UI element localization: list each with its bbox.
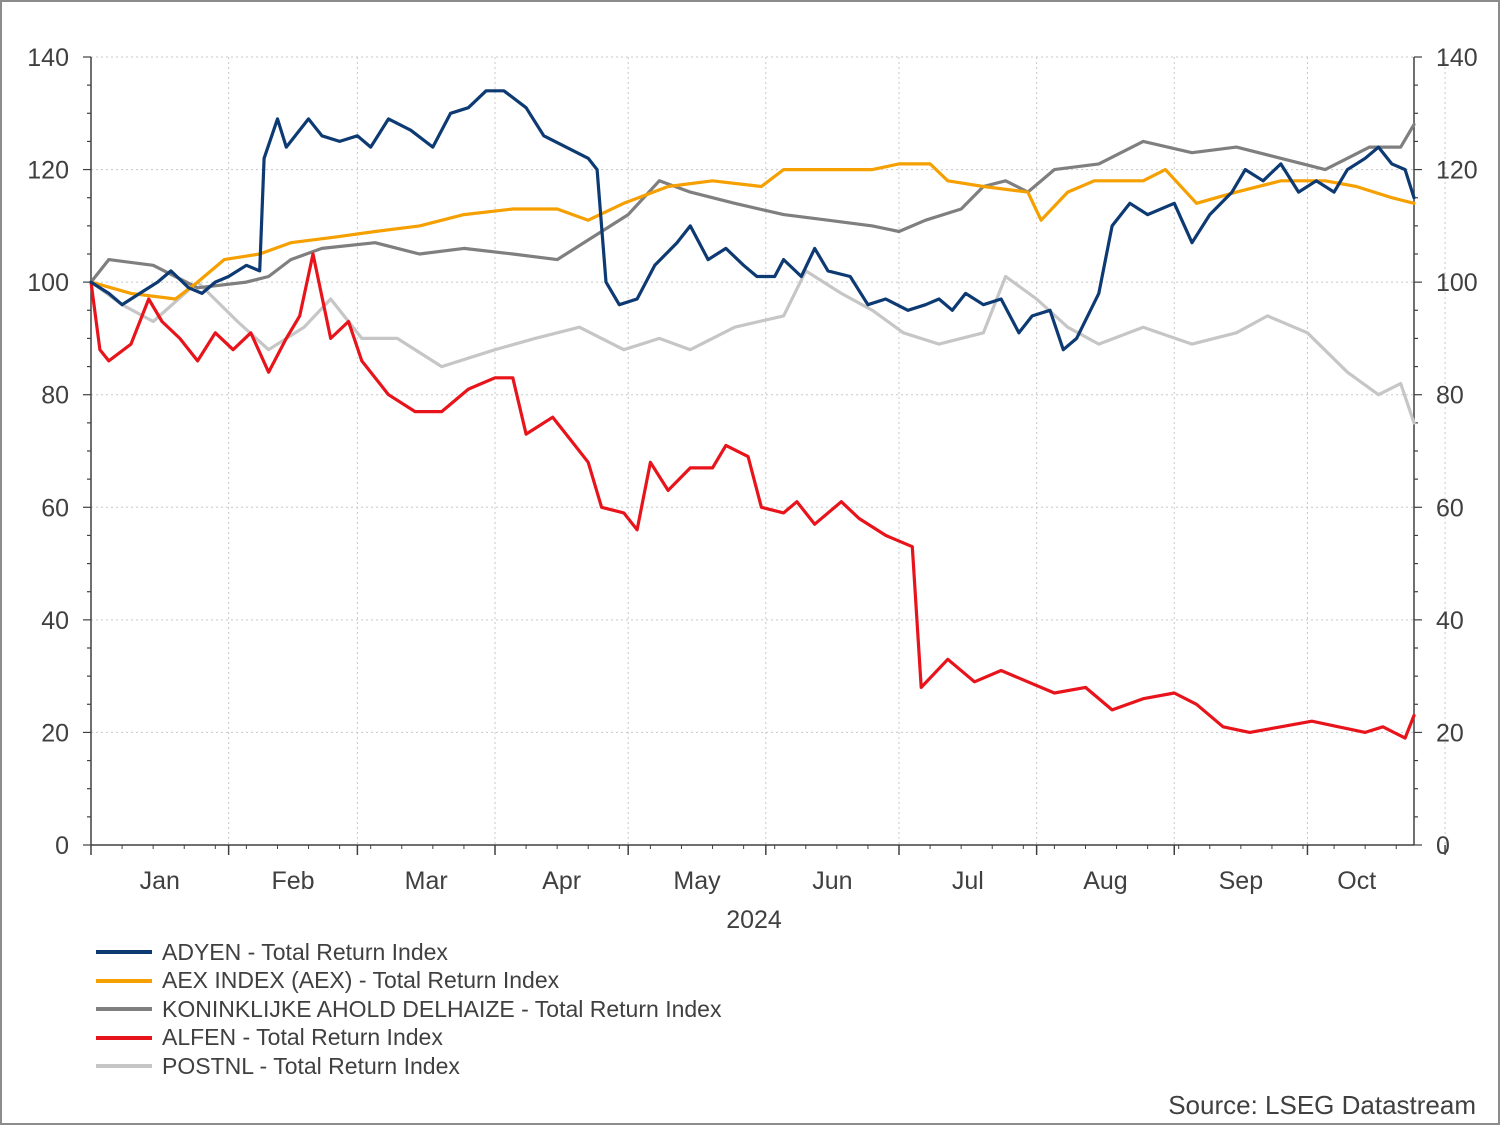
- legend-label: POSTNL - Total Return Index: [162, 1052, 460, 1079]
- tick-labels: 0 0 20 20 40 40 60 60 80 80 100 100 120 120 140 140 Jan F…: [27, 44, 1477, 934]
- y-tick-label-right: 140: [1436, 44, 1478, 72]
- x-tick-label: Jun: [812, 867, 852, 895]
- y-tick-label-right: 40: [1436, 607, 1464, 635]
- x-tick-label: Sep: [1219, 867, 1263, 895]
- x-year-label: 2024: [726, 906, 782, 934]
- legend-item: ADYEN - Total Return Index: [96, 938, 721, 967]
- legend-item: POSTNL - Total Return Index: [96, 1052, 721, 1081]
- legend-label: AEX INDEX (AEX) - Total Return Index: [162, 967, 560, 994]
- x-tick-label: May: [673, 867, 721, 895]
- legend-swatch: [96, 1035, 152, 1040]
- legend-label: KONINKLIJKE AHOLD DELHAIZE - Total Retur…: [162, 995, 722, 1022]
- y-tick-label-left: 40: [41, 607, 69, 635]
- x-tick-label: Mar: [405, 867, 448, 895]
- y-tick-label-left: 20: [41, 719, 69, 747]
- source-note: Source: LSEG Datastream: [1168, 1090, 1476, 1120]
- series-line: [89, 89, 1416, 352]
- legend-swatch: [96, 1064, 152, 1069]
- x-tick-label: Feb: [271, 867, 314, 895]
- x-tick-label: Jan: [140, 867, 180, 895]
- legend-item: ALFEN - Total Return Index: [96, 1024, 721, 1053]
- legend: ADYEN - Total Return Index AEX INDEX (AEX…: [96, 938, 721, 1081]
- x-tick-label: Apr: [542, 867, 581, 895]
- y-tick-label-right: 20: [1436, 719, 1464, 747]
- x-tick-label: Oct: [1337, 867, 1376, 895]
- legend-label: ALFEN - Total Return Index: [162, 1024, 443, 1051]
- y-tick-label-left: 140: [27, 44, 69, 72]
- x-tick-label: Aug: [1083, 867, 1127, 895]
- legend-item: KONINKLIJKE AHOLD DELHAIZE - Total Retur…: [96, 995, 721, 1024]
- y-tick-label-right: 100: [1436, 269, 1478, 297]
- series-line: [89, 162, 1416, 301]
- y-tick-label-left: 0: [55, 832, 69, 860]
- legend-swatch: [96, 950, 152, 955]
- y-tick-label-left: 100: [27, 269, 69, 297]
- y-tick-label-left: 60: [41, 494, 69, 522]
- axes: [83, 56, 1446, 855]
- y-tick-label-right: 120: [1436, 157, 1478, 185]
- legend-label: ADYEN - Total Return Index: [162, 938, 448, 965]
- series-lines: [89, 89, 1416, 740]
- series-line: [89, 252, 1416, 740]
- y-tick-label-left: 80: [41, 382, 69, 410]
- series-line: [89, 122, 1416, 290]
- series-line: [89, 269, 1416, 425]
- y-tick-label-right: 60: [1436, 494, 1464, 522]
- y-tick-label-left: 120: [27, 157, 69, 185]
- x-tick-label: Jul: [952, 867, 984, 895]
- legend-item: AEX INDEX (AEX) - Total Return Index: [96, 967, 721, 996]
- legend-swatch: [96, 978, 152, 983]
- legend-swatch: [96, 1007, 152, 1012]
- y-tick-label-right: 0: [1436, 832, 1450, 860]
- y-tick-label-right: 80: [1436, 382, 1464, 410]
